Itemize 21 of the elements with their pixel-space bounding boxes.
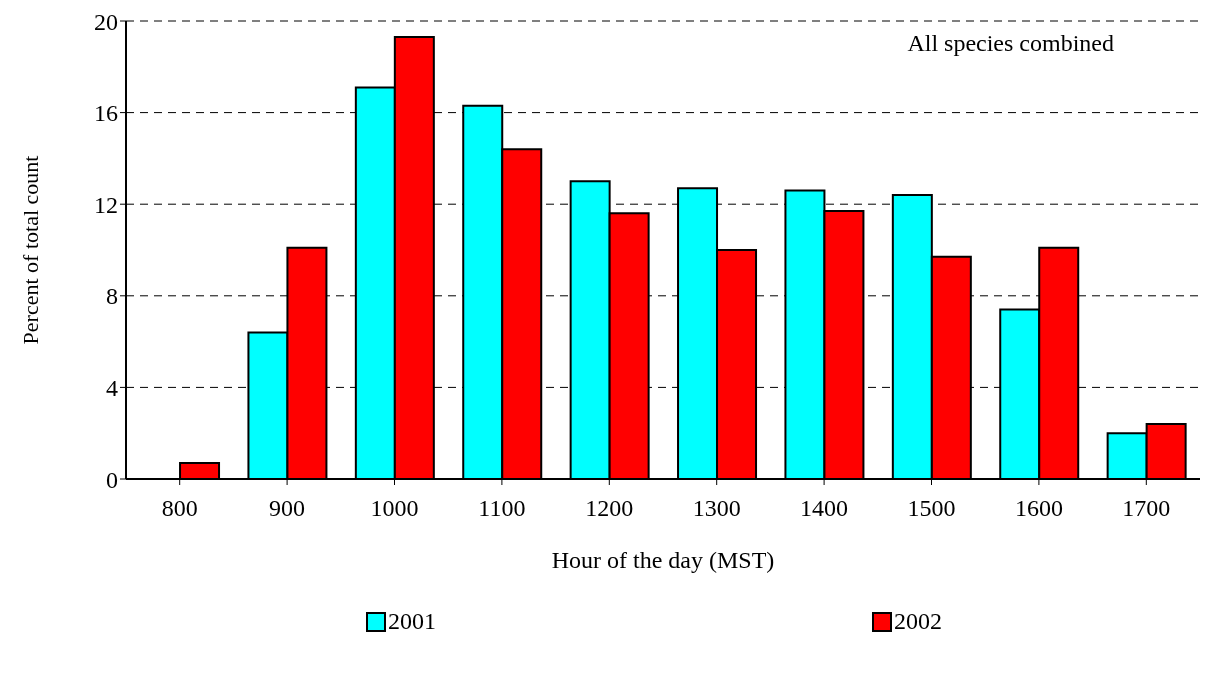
x-tick-label: 1000 bbox=[370, 495, 419, 522]
x-tick-label: 1100 bbox=[478, 495, 526, 522]
y-axis-title: Percent of total count bbox=[17, 155, 43, 345]
x-tick-label: 1600 bbox=[1014, 495, 1063, 522]
y-tick-label: 8 bbox=[106, 283, 118, 310]
legend-label: 2002 bbox=[893, 608, 942, 635]
x-tick-label: 1500 bbox=[907, 495, 956, 522]
y-tick-label: 16 bbox=[94, 100, 118, 127]
y-tick-label: 0 bbox=[106, 466, 118, 493]
x-tick-label: 1200 bbox=[585, 495, 634, 522]
y-tick-label: 12 bbox=[94, 191, 118, 218]
x-tick-label: 1700 bbox=[1122, 495, 1171, 522]
y-tick-label: 4 bbox=[106, 374, 118, 401]
x-axis-title: Hour of the day (MST) bbox=[551, 547, 775, 573]
y-tick-label: 20 bbox=[94, 8, 118, 35]
x-tick-label: 1400 bbox=[800, 495, 849, 522]
annotation: All species combined bbox=[907, 30, 1114, 57]
x-tick-label: 1300 bbox=[692, 495, 741, 522]
x-tick-label: 900 bbox=[269, 495, 306, 522]
legend-label: 2001 bbox=[387, 608, 436, 635]
x-tick-label: 800 bbox=[161, 495, 198, 522]
